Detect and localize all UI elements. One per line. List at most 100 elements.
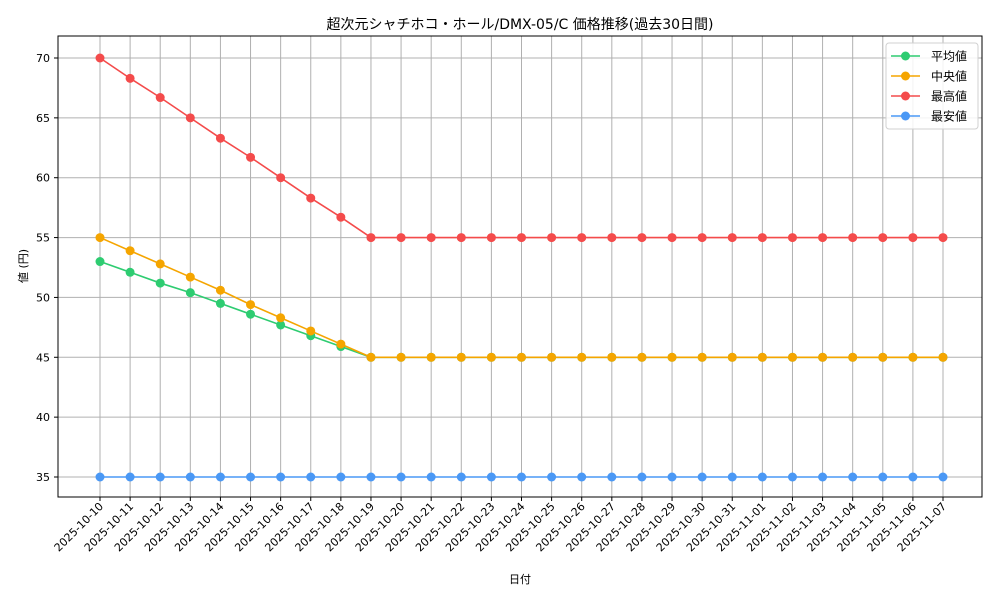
data-point	[95, 472, 105, 482]
data-point	[637, 472, 647, 482]
data-point	[727, 352, 737, 362]
data-point	[125, 472, 135, 482]
data-point	[607, 352, 617, 362]
y-axis-ticks: 35 40 45 50 55 60 65 70	[36, 52, 58, 484]
data-point	[336, 472, 346, 482]
legend-item: 中央値	[891, 69, 967, 84]
series-line	[95, 472, 948, 482]
plot-frame	[57, 35, 983, 498]
data-point	[697, 233, 707, 243]
data-point	[306, 193, 316, 203]
legend-item: 最安値	[891, 109, 967, 124]
data-point	[577, 233, 587, 243]
chart-title: 超次元シャチホコ・ホール/DMX-05/C 価格推移(過去30日間)	[326, 17, 713, 33]
data-point	[818, 233, 828, 243]
data-point	[486, 352, 496, 362]
x-axis-ticks: 2025-10-102025-10-112025-10-122025-10-13…	[52, 497, 949, 554]
data-point	[276, 173, 286, 183]
data-point	[185, 113, 195, 123]
y-tick-label: 65	[36, 112, 50, 125]
data-point	[246, 300, 256, 310]
data-point	[908, 352, 918, 362]
data-point	[215, 285, 225, 295]
data-point	[486, 233, 496, 243]
data-point	[306, 326, 316, 336]
data-point	[95, 233, 105, 243]
series-line	[95, 233, 948, 362]
data-point	[306, 472, 316, 482]
data-point	[697, 472, 707, 482]
data-point	[215, 133, 225, 143]
data-point	[787, 233, 797, 243]
data-point	[637, 233, 647, 243]
y-axis-label: 値 (円)	[17, 249, 30, 283]
data-point	[366, 352, 376, 362]
data-point	[787, 352, 797, 362]
data-point	[456, 472, 466, 482]
data-point	[517, 472, 526, 482]
series-line	[95, 53, 948, 243]
data-point	[727, 233, 737, 243]
legend-label: 平均値	[931, 49, 967, 64]
legend-label: 最安値	[931, 109, 967, 124]
data-point	[577, 352, 587, 362]
data-point	[908, 233, 918, 243]
data-point	[697, 352, 707, 362]
data-point	[185, 288, 195, 298]
data-point	[938, 472, 948, 482]
data-point	[336, 212, 346, 222]
data-point	[396, 352, 406, 362]
data-point	[456, 233, 466, 243]
data-point	[938, 233, 948, 243]
y-tick-label: 55	[36, 232, 50, 245]
legend-box	[885, 42, 979, 130]
legend-item: 最高値	[891, 89, 967, 104]
data-point	[848, 472, 858, 482]
data-point	[878, 472, 888, 482]
data-point	[607, 472, 617, 482]
legend-label: 最高値	[931, 89, 967, 104]
data-point	[125, 246, 135, 256]
data-point	[757, 233, 767, 243]
data-point	[396, 472, 406, 482]
y-tick-label: 60	[36, 172, 50, 185]
data-point	[667, 472, 677, 482]
data-point	[95, 257, 105, 267]
legend-item: 平均値	[891, 49, 967, 64]
data-point	[547, 233, 557, 243]
data-point	[878, 233, 888, 243]
data-point	[848, 352, 858, 362]
data-point	[757, 352, 767, 362]
data-point	[547, 352, 557, 362]
data-point	[396, 233, 406, 243]
data-point	[155, 259, 165, 269]
data-point	[155, 278, 165, 288]
data-point	[938, 352, 948, 362]
data-point	[276, 320, 286, 330]
grid-lines	[58, 36, 982, 497]
y-tick-label: 35	[36, 471, 50, 484]
data-point	[125, 73, 135, 83]
data-point	[426, 352, 436, 362]
data-point	[276, 472, 286, 482]
y-tick-label: 50	[36, 291, 50, 304]
data-point	[366, 233, 376, 243]
data-point	[607, 233, 617, 243]
data-point	[456, 352, 466, 362]
data-point	[185, 272, 195, 282]
data-point	[215, 298, 225, 308]
data-point	[908, 472, 918, 482]
data-point	[426, 233, 436, 243]
data-point	[878, 352, 888, 362]
y-tick-label: 40	[36, 411, 50, 424]
data-point	[246, 309, 256, 319]
data-point	[517, 233, 526, 243]
legend-label: 中央値	[931, 69, 967, 84]
data-point	[95, 53, 105, 63]
data-point	[155, 472, 165, 482]
y-tick-label: 45	[36, 351, 50, 364]
data-point	[667, 233, 677, 243]
data-point	[246, 152, 256, 162]
